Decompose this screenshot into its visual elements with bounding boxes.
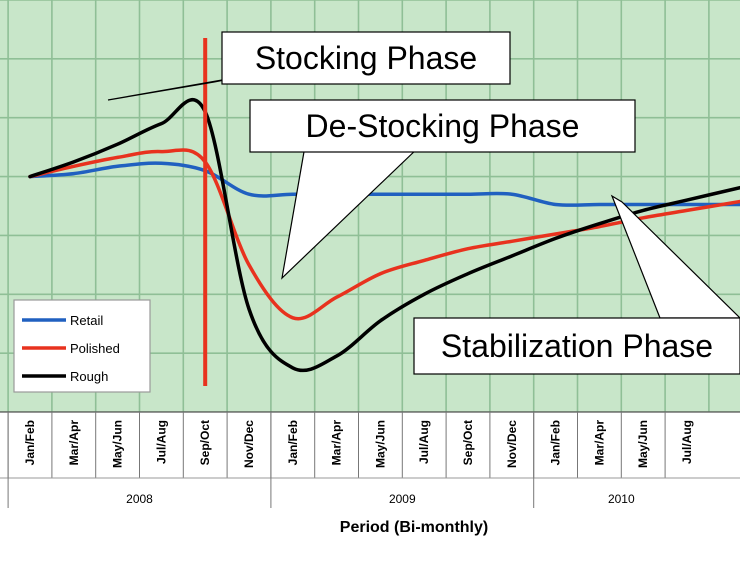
callout-box: [249, 99, 636, 153]
x-tick-label: Jan/Feb: [23, 420, 37, 465]
x-tick-label: May/Jun: [636, 420, 650, 468]
x-tick-label: Jan/Feb: [286, 420, 300, 465]
callout-label: Stocking Phase: [255, 40, 477, 76]
year-label: 2009: [389, 492, 416, 506]
x-tick-label: Sep/Oct: [198, 420, 212, 465]
x-tick-label: May/Jun: [373, 420, 387, 468]
callout-box: [413, 317, 740, 375]
x-tick-label: Mar/Apr: [67, 420, 81, 466]
x-tick-label: Nov/Dec: [242, 420, 256, 468]
x-tick-label: Mar/Apr: [592, 420, 606, 466]
legend-entry: Polished: [70, 341, 120, 356]
callout-box: [221, 31, 511, 85]
x-tick-label: May/Jun: [111, 420, 125, 468]
x-axis-area: [0, 412, 740, 560]
year-label: 2010: [608, 492, 635, 506]
x-tick-label: Sep/Oct: [461, 420, 475, 465]
x-tick-label: Jan/Feb: [549, 420, 563, 465]
callout-label: De-Stocking Phase: [306, 108, 580, 144]
series-line-rough: [28, 97, 740, 373]
callout-label: Stabilization Phase: [441, 328, 713, 364]
x-tick-label: Jul/Aug: [417, 420, 431, 464]
series-line-polished: [28, 148, 740, 321]
callout-pointer: [610, 194, 740, 319]
legend-entry: Rough: [70, 369, 108, 384]
x-tick-label: Jul/Aug: [154, 420, 168, 464]
x-tick-label: Jul/Aug: [680, 420, 694, 464]
legend-entry: Retail: [70, 313, 103, 328]
series-line-retail: [28, 161, 740, 207]
x-axis-title: Period (Bi-monthly): [340, 519, 488, 536]
year-label: 2008: [126, 492, 153, 506]
x-tick-label: Mar/Apr: [330, 420, 344, 466]
x-tick-label: Nov/Dec: [505, 420, 519, 468]
